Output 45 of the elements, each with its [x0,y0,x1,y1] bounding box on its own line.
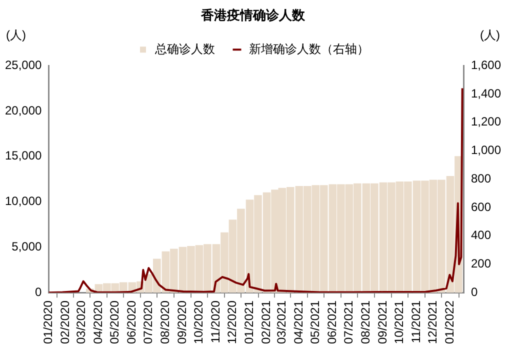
y-tick-label: 25,000 [5,58,42,72]
y2-tick-label: 200 [470,256,492,271]
x-tick-label: 02/2020 [58,300,72,344]
x-tick-label: 12/2020 [225,300,240,344]
x-tick-label: 04/2020 [91,300,105,344]
y2-tick-label: 1,000 [470,143,502,158]
x-tick-label: 02/2021 [259,300,274,344]
y-tick-label: 10,000 [5,194,42,208]
x-tick-label: 05/2021 [308,300,322,344]
x-tick-label: 08/2021 [358,300,373,344]
x-tick-label: 11/2020 [208,300,223,344]
legend-label: 总确诊人数 [154,42,215,56]
y-tick-label: 5,000 [12,240,42,254]
x-tick-label: 06/2021 [325,300,339,344]
chart-title: 香港疫情确诊人数 [200,7,306,22]
y2-tick-label: 1,200 [470,114,502,129]
y2-tick-label: 400 [470,228,492,242]
x-tick-label: 01/2020 [41,300,56,344]
x-tick-label: 04/2021 [291,300,306,344]
x-tick-label: 01/2022 [442,300,457,344]
x-tick-label: 07/2021 [341,300,356,344]
x-tick-label: 01/2021 [242,300,256,344]
x-tick-label: 12/2021 [426,300,440,344]
x-tick-label: 07/2020 [140,300,155,344]
x-tick-label: 10/2021 [392,300,406,344]
x-tick-label: 03/2020 [74,300,88,344]
y-tick-label: 20,000 [5,103,42,118]
x-tick-label: 06/2020 [124,300,139,344]
y2-tick-label: 1,600 [470,58,502,72]
x-tick-label: 08/2020 [158,300,172,344]
y-tick-label: 0 [35,284,42,299]
y-tick-label: 15,000 [5,148,42,163]
y2-tick-label: 800 [470,171,492,186]
x-tick-label: 09/2020 [175,300,190,344]
y2-tick-label: 1,400 [470,86,502,100]
x-tick-label: 05/2020 [107,300,122,344]
x-tick-label: 11/2021 [409,300,424,344]
x-tick-label: 09/2021 [376,300,390,344]
x-tick-label: 10/2020 [192,300,206,344]
y-axis-title: (人) [6,28,26,42]
legend-label: 新增确诊人数（右轴） [249,42,369,56]
y2-tick-label: 600 [470,200,492,214]
y2-tick-label: 0 [470,284,478,299]
x-tick-label: 03/2021 [274,300,288,344]
y2-axis-title: (人) [480,28,500,42]
